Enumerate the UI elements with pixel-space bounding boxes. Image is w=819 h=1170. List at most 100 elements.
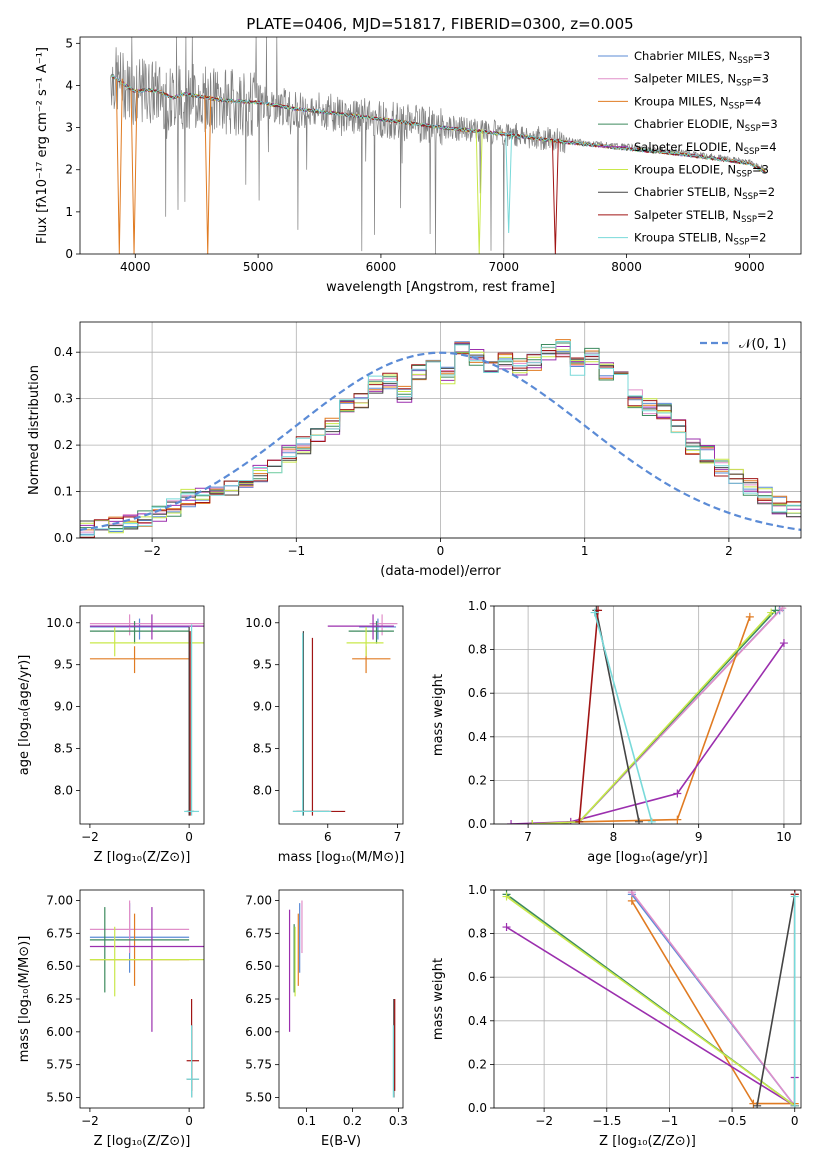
series-chabrier-stelib [592,606,643,824]
series-point [767,608,776,617]
y-tick-label: 9.5 [54,658,73,672]
series-line [631,891,796,1107]
series-line [532,609,781,824]
legend-label: Kroupa STELIB, NSSP=2 [634,231,766,248]
x-tick-label: 9000 [734,260,765,274]
series-point [634,817,643,824]
legend-label-text: Kroupa STELIB, N [634,231,734,245]
legend-label-subscript: SSP [741,215,757,225]
tick-labels: −2 −1 0 1 2 0.0 0.1 0.2 0.3 0.4 [54,345,733,558]
legend-label-text: Kroupa ELODIE, N [634,163,736,177]
y-tick-label: 10.0 [46,616,73,630]
x-tick-label: −1 [287,544,305,558]
axes-frame [79,889,205,1109]
axes-frame [278,605,404,825]
model-absorption-dip [505,132,513,233]
legend-label-subscript: SSP [742,192,758,202]
series-line [532,609,776,824]
legend-label-value: =2 [749,231,766,245]
x-tick-label: −1 [661,1114,679,1128]
series-kroupa-stelib [790,892,799,1108]
series-salpeter-miles [627,890,799,1108]
errorbar [359,618,397,640]
y-tick-label: 6.25 [245,992,272,1006]
series-line [578,610,599,822]
series-point [627,896,636,905]
series-line [511,642,785,824]
x-axis-label: Z [log₁₀(Z/Z⊙)] [599,1134,696,1149]
series-point [528,820,537,824]
errorbar [186,626,192,816]
axes-mass-vs-ebv: 0.1 0.2 0.3 5.50 5.75 6.00 6.25 6.50 6.75 7.00 E(B… [245,889,408,1149]
x-tick-label: −2 [143,544,161,558]
series-line [506,895,796,1107]
y-tick-label: 1.0 [468,883,487,897]
x-axis-label: wavelength [Angstrom, rest frame] [326,280,555,295]
series-salpeter-elodie [507,639,788,824]
y-tick-label: 6.00 [46,1025,73,1039]
legend-label-subscript: SSP [737,56,753,66]
legend-label: Salpeter MILES, NSSP=3 [634,72,769,89]
plot-area [502,890,799,1108]
series-point [753,1101,762,1108]
tick-labels: 4000 5000 6000 7000 8000 9000 0 1 2 3 4 5 [65,36,764,274]
series-line [506,926,796,1108]
series-point [790,892,799,901]
x-tick-label: 6000 [366,260,397,274]
y-tick-label: 5.75 [245,1058,272,1072]
y-tick-label: 9.5 [253,658,272,672]
y-tick-label: 8.0 [253,783,272,797]
x-tick-label: 7000 [488,260,519,274]
x-axis-label: Z [log₁₀(Z/Z⊙)] [94,850,191,865]
errorbar [346,626,384,657]
y-tick-label: 0.8 [468,643,487,657]
axes-frame [79,605,205,825]
legend-label-value: =3 [752,72,769,86]
x-tick-label: 2 [725,544,733,558]
model-spectrum [110,74,766,174]
x-tick-label: 1 [581,544,589,558]
y-tick-label: 0.0 [54,531,73,545]
x-axis-label: (data-model)/error [380,564,501,579]
y-tick-label: 0.4 [54,345,73,359]
series-line [593,612,653,823]
axes-weight-vs-age: 7 8 9 10 0.0 0.2 0.4 0.6 0.8 1.0 age [log₁₀(age/yr… [431,599,802,865]
y-tick-label: 6.25 [46,992,73,1006]
x-tick-label: 6 [324,830,332,844]
series-point [575,817,584,824]
legend-label-value: =3 [753,49,770,63]
series-kroupa-elodie [528,608,776,824]
tick-labels: −2 0 8.0 8.5 9.0 9.5 10.0 [46,616,193,844]
grid-lines [494,605,801,825]
axes-residual-distribution: −2 −1 0 1 2 0.0 0.1 0.2 0.3 0.4 (data-model)/error… [27,321,802,579]
x-axis-label: age [log₁₀(age/yr)] [587,850,708,865]
series-point [749,1099,758,1108]
x-tick-label: −1.5 [592,1114,621,1128]
plot-area [80,339,801,538]
y-tick-label: 0.2 [468,773,487,787]
model-absorption-dip [115,78,123,254]
errorbar [89,907,190,993]
y-tick-label: 0.1 [54,485,73,499]
x-tick-label: 0.2 [343,1114,362,1128]
series-kroupa-stelib [590,608,656,824]
x-tick-label: 0.1 [297,1114,316,1128]
y-axis-label: Normed distribution [27,365,42,495]
x-tick-label: −2 [81,1114,99,1128]
legend: 𝒩(0, 1) [700,337,786,352]
figure-title: PLATE=0406, MJD=51817, FIBERID=0300, z=0… [246,15,633,33]
axes-frame [79,36,802,255]
y-tick-label: 5.75 [46,1058,73,1072]
errorbar [352,646,391,674]
y-tick-label: 5.50 [46,1090,73,1104]
series-salpeter-elodie [502,923,799,1108]
x-tick-label: 9 [695,830,703,844]
errorbar [89,614,204,636]
y-tick-label: 7.00 [245,894,272,908]
series-salpeter-stelib [575,606,603,824]
y-tick-label: 6.50 [245,959,272,973]
y-tick-label: 0.2 [468,1057,487,1071]
plot-area [89,900,204,1098]
y-axis-label: mass [log₁₀(M/M⊙)] [17,936,32,1063]
